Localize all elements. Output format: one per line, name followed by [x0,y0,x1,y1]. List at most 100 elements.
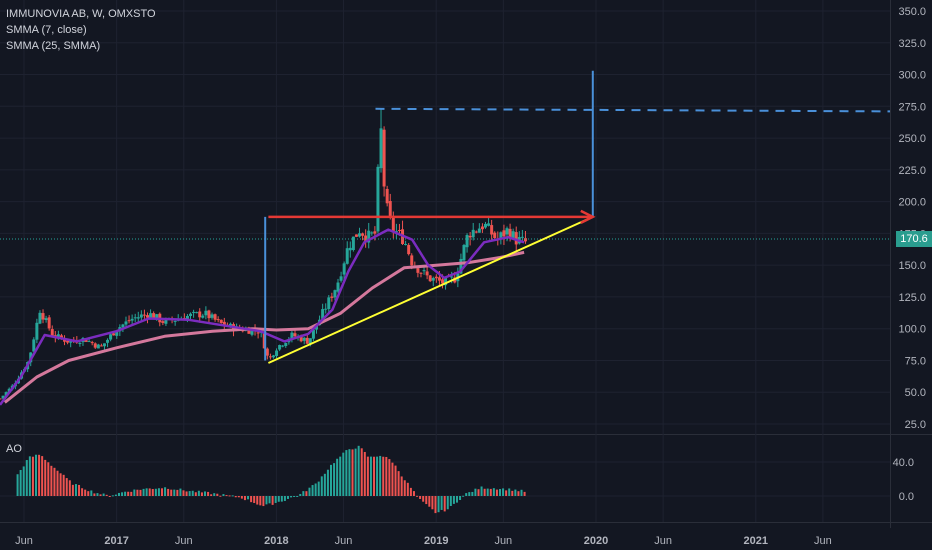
ao-bar [345,450,348,496]
ao-bar [81,488,84,496]
ao-bar [508,488,511,496]
candle-body [127,320,131,322]
price-tick-label: 50.0 [905,387,926,399]
candle-body [256,332,260,334]
price-axis: 350.0325.0300.0275.0250.0225.0200.0175.0… [893,6,926,503]
ao-bar [259,496,262,506]
ao-bar [102,493,105,496]
candle-body [281,345,285,347]
ao-bar [511,490,514,496]
candle-body [410,255,414,266]
candle-body [348,247,352,251]
candle-body [93,343,97,348]
candle-body [428,275,432,282]
candle-body [121,324,125,328]
time-tick-label: Jun [15,535,33,547]
ao-bar [207,491,210,496]
candle-body [96,344,100,349]
ao-bar [336,458,339,496]
ao-bar [468,492,471,496]
candle-body [462,245,466,261]
ao-bar [299,493,302,496]
candle-body [450,276,454,278]
ao-bar [157,488,160,496]
ao-bar [219,495,222,497]
candle-body [44,318,48,321]
ao-bar [136,489,139,496]
candle-body [87,341,91,343]
ao-bar [320,476,323,496]
ao-histogram [16,445,526,514]
ao-bar [409,487,412,496]
candle-body [490,225,494,235]
ao-bar [317,481,320,496]
ao-bar [124,491,127,496]
ao-bar [185,491,188,496]
candle-body [327,297,331,309]
candle-body [250,329,254,335]
candle-body [222,321,226,326]
candle-body [47,317,51,329]
ao-bar [489,488,492,496]
candle-body [56,334,60,337]
candle-body [173,320,177,322]
ao-bar [197,490,200,496]
candle-body [468,235,472,238]
ao-bar [121,492,124,496]
candle-body [508,228,512,239]
ao-bar [65,478,68,496]
candle-body [499,232,503,238]
ao-bar [68,480,71,496]
ao-bar [465,493,468,496]
candle-body [305,337,309,344]
ao-bar [431,496,434,510]
candle-body [471,229,475,238]
candle-body [364,235,368,242]
ao-bar [293,496,296,497]
price-scale-drag-area[interactable] [890,0,932,528]
ao-bar [247,496,250,500]
candle-body [419,272,423,274]
time-axis: Jun 2017 Jun 2018 Jun 2019 Jun 2020 Jun 2021 Jun [15,535,832,547]
candle-body [302,337,306,341]
candle-body [271,355,275,358]
ao-bar [523,491,526,496]
ao-bar [90,490,93,496]
candle-body [142,314,146,316]
candle-body [38,312,42,324]
time-tick-label: 2018 [264,535,288,547]
ao-bar [455,496,458,503]
ao-bar [108,496,111,497]
candle-body [1,395,5,399]
ao-bar [492,488,495,496]
ao-bar [373,456,376,496]
price-tick-label: 250.0 [898,133,926,145]
ao-bar [56,470,59,496]
ao-bar [308,487,311,496]
ao-bar [342,452,345,496]
ao-tick-label: 0.0 [899,491,914,503]
time-tick-label: Jun [654,535,672,547]
ao-bar [35,454,38,496]
ao-bar [502,488,505,496]
chart-legend: IMMUNOVIA AB, W, OMXSTO SMMA (7, close) … [6,6,156,54]
ao-bar [268,496,271,504]
candle-body [195,312,199,314]
candle-body [361,233,365,236]
candle-body [480,226,484,230]
candle-body [324,308,328,310]
price-tick-label: 150.0 [898,260,926,272]
candle-body [416,268,420,273]
ao-legend[interactable]: AO [6,443,22,455]
ao-bar [41,456,44,496]
ao-bar [167,488,170,496]
ao-bar [329,464,332,496]
symbol-title[interactable]: IMMUNOVIA AB, W, OMXSTO [6,8,156,20]
time-tick-label: Jun [814,535,832,547]
smma25-legend[interactable]: SMMA (25, SMMA) [6,40,101,52]
ao-bar [87,491,90,496]
ao-bar [419,496,422,499]
ao-bar [191,490,194,496]
smma7-legend[interactable]: SMMA (7, close) [6,24,87,36]
